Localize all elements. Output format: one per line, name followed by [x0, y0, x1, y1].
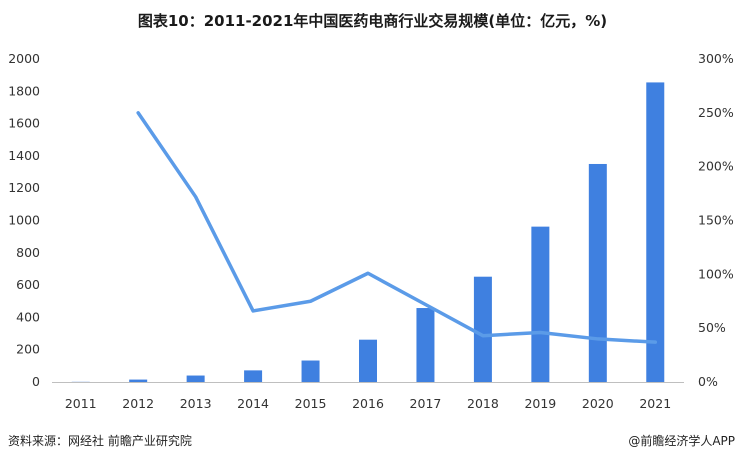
x-tick-label: 2021: [639, 396, 671, 411]
bar: [186, 375, 205, 382]
bar: [646, 82, 665, 382]
x-tick-label: 2017: [410, 396, 442, 411]
x-tick-label: 2019: [524, 396, 556, 411]
left-tick-label: 400: [16, 309, 40, 324]
bar-series: [71, 82, 665, 382]
x-tick-label: 2016: [352, 396, 384, 411]
right-tick-label: 250%: [698, 105, 734, 120]
left-tick-label: 1400: [8, 148, 40, 163]
line-series: [136, 111, 658, 344]
left-tick-label: 600: [16, 277, 40, 292]
bar: [416, 308, 435, 382]
combo-chart: 0 200 400 600 800 1000 1200 1400 1600 1800 2000 0%…: [8, 51, 734, 411]
right-tick-label: 200%: [698, 159, 734, 174]
chart-title: 图表10：2011-2021年中国医药电商行业交易规模(单位：亿元，%): [137, 12, 608, 30]
right-tick-label: 0%: [698, 374, 718, 389]
right-tick-label: 150%: [698, 213, 734, 228]
bar: [473, 276, 492, 382]
right-tick-label: 300%: [698, 51, 734, 66]
left-tick-label: 1600: [8, 116, 40, 131]
left-tick-label: 2000: [8, 51, 40, 66]
bar: [588, 163, 607, 382]
x-tick-label: 2015: [295, 396, 327, 411]
bar: [359, 339, 377, 382]
right-tick-label: 50%: [698, 320, 726, 335]
left-tick-label: 1800: [8, 83, 40, 98]
x-tick-label: 2011: [65, 396, 97, 411]
brand-credit: @前瞻经济学人APP: [628, 434, 735, 448]
x-tick-label: 2013: [180, 396, 212, 411]
left-tick-label: 1000: [8, 213, 40, 228]
x-tick-label: 2014: [237, 396, 269, 411]
left-tick-label: 0: [32, 374, 40, 389]
left-tick-label: 200: [16, 342, 40, 357]
x-axis-ticks: 2011 2012 2013 2014 2015 2016 2017 2018 2019 2020…: [65, 396, 671, 411]
x-tick-label: 2020: [582, 396, 614, 411]
left-tick-label: 800: [16, 245, 40, 260]
left-axis-ticks: 0 200 400 600 800 1000 1200 1400 1600 1800 2000: [8, 51, 40, 389]
right-axis-ticks: 0% 50% 100% 150% 200% 250% 300%: [698, 51, 734, 389]
bar: [129, 379, 148, 382]
growth-line: [136, 111, 658, 344]
bar: [531, 226, 550, 382]
bar: [244, 370, 263, 382]
source-note: 资料来源：网经社 前瞻产业研究院: [8, 434, 192, 448]
bar: [301, 360, 320, 382]
right-tick-label: 100%: [698, 266, 734, 281]
left-tick-label: 1200: [8, 180, 40, 195]
x-tick-label: 2012: [122, 396, 154, 411]
x-tick-label: 2018: [467, 396, 499, 411]
